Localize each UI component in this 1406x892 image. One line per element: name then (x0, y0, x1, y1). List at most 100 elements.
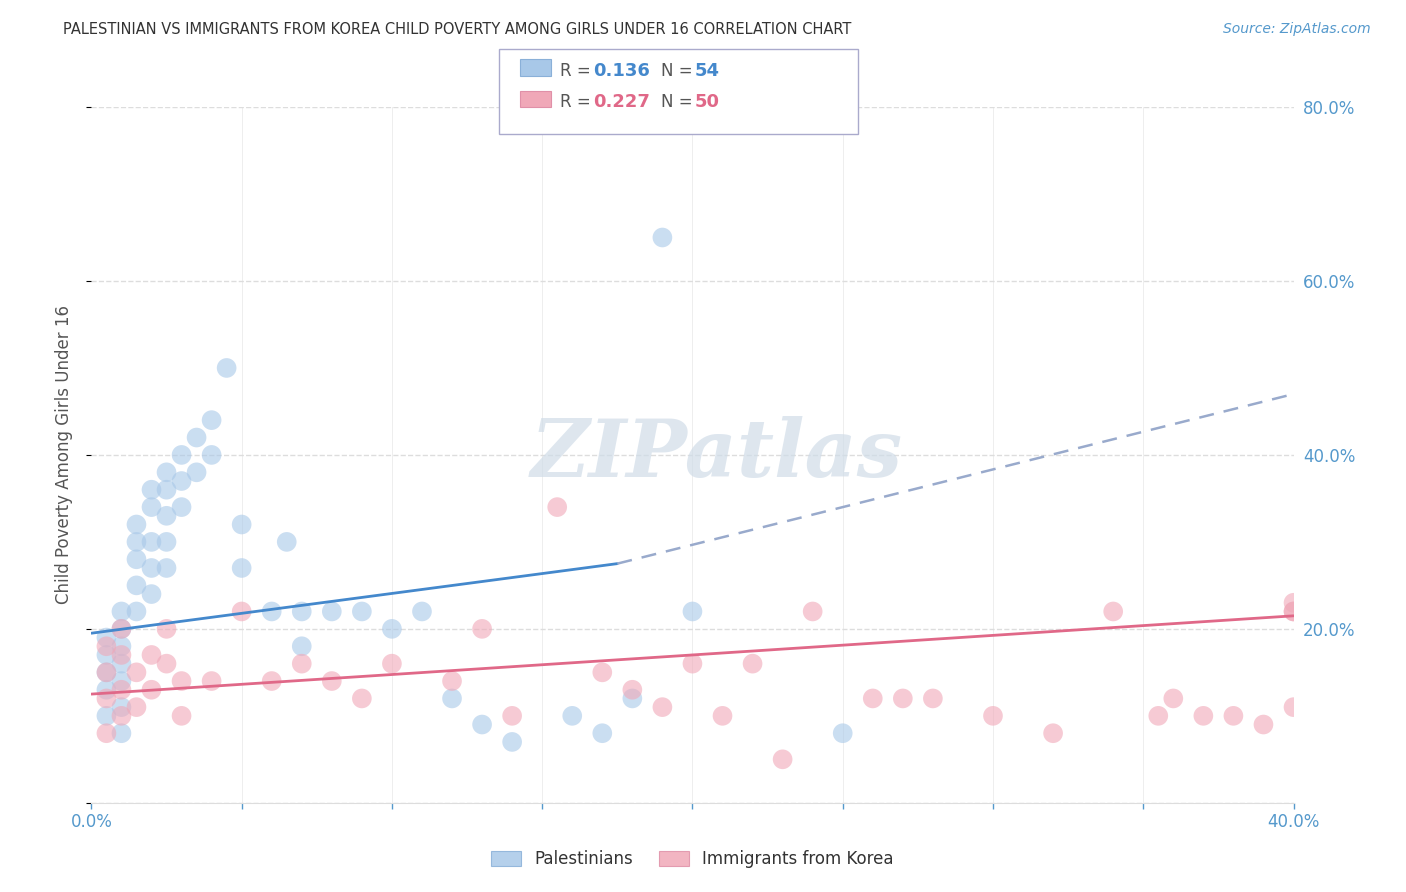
Point (381, 657, 404, 671)
Point (125, 578, 148, 592)
Point (141, 648, 163, 662)
Point (170, 448, 193, 462)
Point (1192, 708, 1215, 723)
Point (291, 657, 314, 671)
Y-axis label: Child Poverty Among Girls Under 16: Child Poverty Among Girls Under 16 (55, 305, 73, 605)
Point (231, 561, 253, 575)
Text: 50: 50 (695, 93, 720, 111)
Point (125, 605, 148, 619)
Point (891, 691, 914, 706)
Point (141, 483, 163, 497)
Point (1161, 691, 1184, 706)
Point (1282, 700, 1305, 714)
Point (155, 657, 177, 671)
Point (260, 605, 283, 619)
Point (170, 674, 193, 689)
Point (260, 674, 283, 689)
Point (110, 708, 132, 723)
Text: R =: R = (560, 93, 596, 111)
Point (201, 674, 224, 689)
Point (772, 752, 794, 766)
Point (381, 622, 404, 636)
Point (546, 500, 568, 514)
Text: R =: R = (560, 62, 596, 79)
Point (651, 230, 673, 244)
Point (110, 622, 132, 636)
Point (110, 648, 132, 662)
Text: ZIPatlas: ZIPatlas (530, 417, 903, 493)
Point (110, 605, 132, 619)
Point (561, 708, 583, 723)
Point (440, 674, 463, 689)
Point (922, 691, 945, 706)
Point (291, 639, 314, 653)
Point (170, 474, 193, 488)
Point (1222, 708, 1244, 723)
Point (125, 700, 148, 714)
Point (141, 534, 163, 549)
Point (215, 360, 238, 375)
Point (141, 587, 163, 601)
Point (155, 508, 177, 523)
Point (501, 708, 523, 723)
Point (110, 622, 132, 636)
Point (110, 700, 132, 714)
Point (321, 674, 343, 689)
Point (96, 639, 118, 653)
Point (1147, 708, 1170, 723)
Point (110, 682, 132, 697)
Point (231, 517, 253, 532)
Point (96, 726, 118, 740)
Point (681, 657, 703, 671)
Point (125, 665, 148, 680)
Point (125, 534, 148, 549)
Point (471, 717, 494, 731)
Text: N =: N = (661, 62, 697, 79)
Point (681, 605, 703, 619)
Point (141, 682, 163, 697)
Point (501, 735, 523, 749)
Point (186, 466, 208, 480)
Text: 0.136: 0.136 (593, 62, 650, 79)
Point (96, 631, 118, 645)
Point (591, 665, 613, 680)
Point (125, 552, 148, 566)
Point (170, 708, 193, 723)
Point (1102, 605, 1125, 619)
Point (96, 648, 118, 662)
Point (1282, 605, 1305, 619)
Point (110, 639, 132, 653)
Point (155, 466, 177, 480)
Point (981, 708, 1004, 723)
Text: PALESTINIAN VS IMMIGRANTS FROM KOREA CHILD POVERTY AMONG GIRLS UNDER 16 CORRELAT: PALESTINIAN VS IMMIGRANTS FROM KOREA CHI… (63, 22, 852, 37)
Point (291, 605, 314, 619)
Text: N =: N = (661, 93, 697, 111)
Point (411, 605, 433, 619)
Point (1282, 596, 1305, 610)
Point (1282, 605, 1305, 619)
Text: 54: 54 (695, 62, 720, 79)
Point (440, 691, 463, 706)
Point (862, 691, 884, 706)
Point (711, 708, 734, 723)
Point (141, 561, 163, 575)
Point (350, 691, 373, 706)
Point (201, 413, 224, 427)
Point (231, 605, 253, 619)
Point (155, 534, 177, 549)
Point (96, 665, 118, 680)
Point (201, 448, 224, 462)
Point (350, 605, 373, 619)
Text: 0.227: 0.227 (593, 93, 650, 111)
Point (125, 517, 148, 532)
Point (96, 708, 118, 723)
Point (155, 483, 177, 497)
Point (651, 700, 673, 714)
Point (110, 726, 132, 740)
Point (110, 674, 132, 689)
Point (621, 691, 644, 706)
Point (170, 500, 193, 514)
Point (801, 605, 824, 619)
Point (276, 534, 298, 549)
Point (186, 431, 208, 445)
